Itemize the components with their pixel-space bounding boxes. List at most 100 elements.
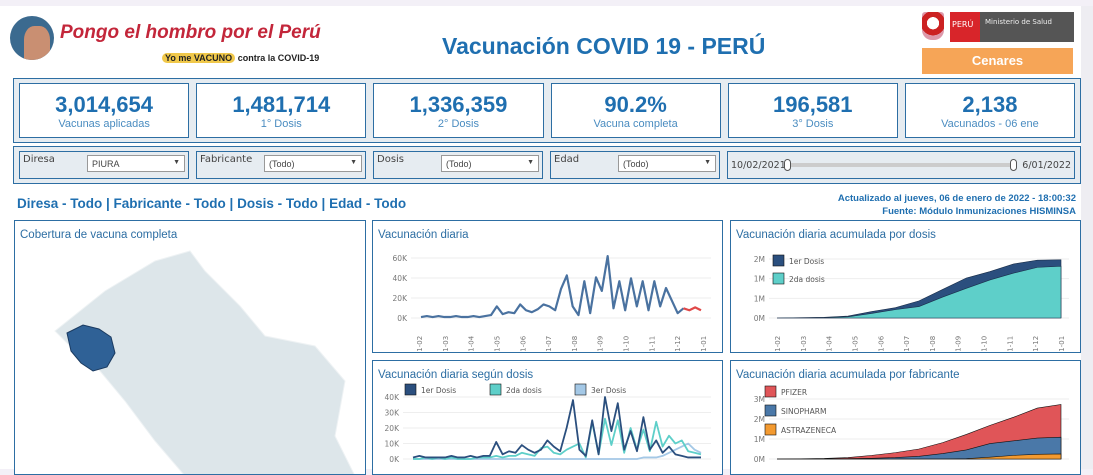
minsa-logo: PERÚ Ministerio de Salud xyxy=(922,12,1074,42)
dose-series-line xyxy=(413,417,702,460)
y-tick-label: 30K xyxy=(385,409,401,418)
dosis-dropdown[interactable]: (Todo) xyxy=(441,155,539,172)
y-tick-label: 1M xyxy=(754,435,765,444)
cumulative-area xyxy=(776,265,1062,319)
panel-title: Vacunación diaria acumulada por dosis xyxy=(736,229,936,241)
kpi-value: 90.2% xyxy=(604,92,667,117)
dose-series-line xyxy=(412,396,701,459)
legend-label: 3er Dosis xyxy=(591,386,626,395)
legend-swatch xyxy=(574,383,587,396)
daily-series-line xyxy=(420,254,685,319)
diresa-dropdown[interactable]: PIURA xyxy=(87,155,185,172)
legend-swatch xyxy=(764,423,777,436)
y-tick-label: 60K xyxy=(393,254,409,263)
y-tick-label: 1M xyxy=(754,275,765,284)
legend-label: 2da dosis xyxy=(506,386,542,395)
y-tick-label: 20K xyxy=(393,294,409,303)
y-tick-label: 40K xyxy=(393,274,409,283)
slogan: Pongo el hombro por el Perú xyxy=(60,22,321,43)
update-info: Actualizado al jueves, 06 de enero de 20… xyxy=(838,192,1076,218)
y-tick-label: 0M xyxy=(754,455,765,464)
x-tick-label: 01-08 xyxy=(929,336,937,353)
x-tick-label: 01-04 xyxy=(468,335,476,353)
filter-edad: Edad (Todo) xyxy=(550,151,720,179)
slider-handle-end[interactable] xyxy=(1010,159,1017,171)
legend-label: 2da dosis xyxy=(789,275,825,284)
cumulative-maker-chart: 3M 2M 1M 0M PFIZER SINOPHARM ASTRAZENECA xyxy=(754,385,1069,464)
legend-swatch xyxy=(489,383,502,396)
x-tick-label: 01-09 xyxy=(955,336,963,353)
x-tick-label: 01-11 xyxy=(648,336,656,353)
fabricante-dropdown[interactable]: (Todo) xyxy=(264,155,362,172)
kpi-dosis-2: 1,336,359 2° Dosis xyxy=(373,83,544,138)
x-tick-label: 01-09 xyxy=(597,336,605,353)
ministerio-label: Ministerio de Salud xyxy=(980,12,1074,42)
filter-label: Diresa xyxy=(23,154,55,165)
daily-dose-chart: 40K 30K 20K 10K 0K 1er Dosis 2da dosis 3er Dosi… xyxy=(385,383,711,464)
scrollbar[interactable] xyxy=(1081,6,1093,469)
filter-label: Edad xyxy=(554,154,580,165)
slogan-rest: contra la COVID-19 xyxy=(237,53,320,63)
slogan-sub: Yo me VACUNO contra la COVID-19 xyxy=(162,53,319,63)
date-range-slider[interactable]: 10/02/2021 6/01/2022 xyxy=(727,151,1075,179)
maker-area xyxy=(777,453,1062,460)
kpi-label: 2° Dosis xyxy=(437,118,479,130)
legend-label: ASTRAZENECA xyxy=(781,426,837,435)
y-tick-label: 20K xyxy=(385,424,401,433)
x-tick-label: 01-01 xyxy=(700,336,708,353)
filter-dosis: Dosis (Todo) xyxy=(373,151,543,179)
slider-handle-start[interactable] xyxy=(784,159,791,171)
kpi-value: 196,581 xyxy=(773,92,853,117)
y-tick-label: 0K xyxy=(397,314,408,323)
x-tick-label: 01-01 xyxy=(1058,336,1066,353)
slider-track[interactable] xyxy=(784,159,1017,171)
y-tick-label: 0K xyxy=(389,455,400,464)
kpi-vacunados-hoy: 2,138 Vacunados - 06 ene xyxy=(904,83,1076,138)
legend-swatch xyxy=(764,385,777,398)
legend-label: SINOPHARM xyxy=(781,407,826,416)
kpi-vacunas-aplicadas: 3,014,654 Vacunas aplicadas xyxy=(19,83,190,138)
date-end: 6/01/2022 xyxy=(1022,160,1071,171)
x-tick-label: 01-03 xyxy=(800,336,808,353)
filter-diresa: Diresa PIURA xyxy=(19,151,189,179)
x-tick-label: 01-12 xyxy=(1032,336,1040,353)
filter-summary: Diresa - Todo | Fabricante - Todo | Dosi… xyxy=(17,196,407,211)
chart-vacunacion-diaria: Vacunación diaria 60K 40K 20K 0K 01-02 01-03 01… xyxy=(372,220,723,353)
coat-of-arms-icon xyxy=(922,12,944,40)
x-tick-label: 01-06 xyxy=(519,335,527,353)
peru-map[interactable] xyxy=(15,221,366,475)
y-tick-label: 2M xyxy=(754,415,765,424)
campaign-logo xyxy=(10,16,54,60)
x-tick-label: 01-12 xyxy=(674,336,682,353)
panel-title: Vacunación diaria acumulada por fabrican… xyxy=(736,369,960,381)
panel-title: Vacunación diaria xyxy=(378,229,469,241)
x-tick-label: 01-08 xyxy=(571,336,579,353)
y-tick-label: 0M xyxy=(754,314,765,323)
kpi-value: 2,138 xyxy=(962,92,1018,117)
source-text: Fuente: Módulo Inmunizaciones HISMINSA xyxy=(882,206,1076,217)
filter-fabricante: Fabricante (Todo) xyxy=(196,151,366,179)
x-tick-label: 01-04 xyxy=(826,335,834,353)
legend-swatch xyxy=(772,272,785,285)
x-tick-label: 01-05 xyxy=(851,336,859,353)
kpi-row: 3,014,654 Vacunas aplicadas 1,481,714 1° D… xyxy=(13,78,1081,143)
slogan-highlight: Yo me VACUNO xyxy=(162,53,236,63)
kpi-value: 1,336,359 xyxy=(409,92,508,117)
legend-label: 1er Dosis xyxy=(789,257,824,266)
x-tick-label: 01-03 xyxy=(442,336,450,353)
cenares-button[interactable]: Cenares xyxy=(922,48,1073,74)
x-tick-label: 01-10 xyxy=(981,336,989,353)
edad-dropdown[interactable]: (Todo) xyxy=(618,155,716,172)
piura-region xyxy=(66,324,116,372)
chart-acumulada-dosis: Vacunación diaria acumulada por dosis 2M 1… xyxy=(730,220,1081,353)
y-tick-label: 2M xyxy=(754,255,765,264)
legend-label: 1er Dosis xyxy=(421,386,456,395)
daily-chart: 60K 40K 20K 0K 01-02 01-03 01-04 01-05 01-06 01-0… xyxy=(393,254,711,353)
x-tick-label: 01-02 xyxy=(416,336,424,353)
legend-swatch xyxy=(772,254,785,267)
kpi-label: Vacunas aplicadas xyxy=(58,118,150,130)
panel-title: Vacunación diaria según dosis xyxy=(378,369,534,381)
chart-diaria-dosis: Vacunación diaria según dosis 40K 30K 20K 10… xyxy=(372,360,723,475)
x-tick-label: 01-07 xyxy=(903,336,911,353)
y-tick-label: 1M xyxy=(754,294,765,303)
